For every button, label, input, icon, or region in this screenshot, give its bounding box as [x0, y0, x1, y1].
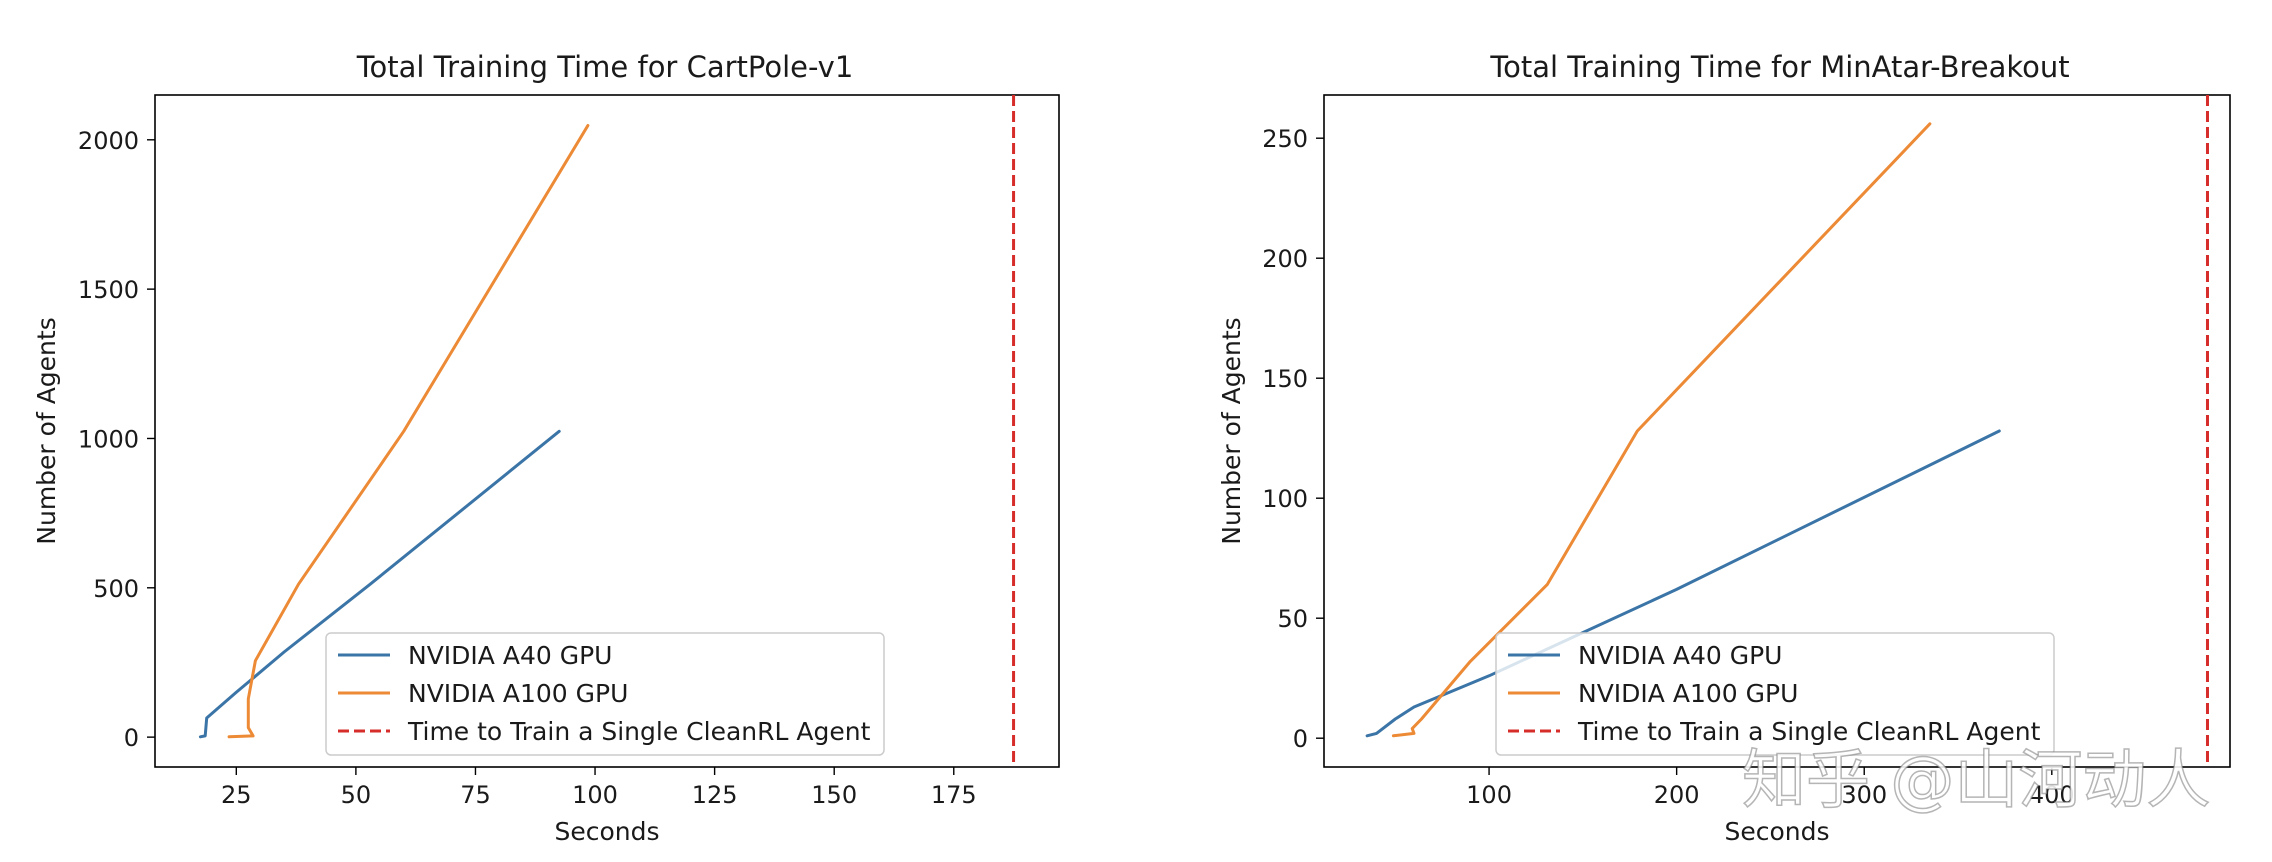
x-tick-label: 150	[811, 781, 857, 809]
x-axis-label: Seconds	[1724, 817, 1829, 846]
legend-label-ref: Time to Train a Single CleanRL Agent	[1577, 717, 2041, 746]
x-tick-label: 300	[1841, 781, 1887, 809]
x-tick-label: 75	[460, 781, 491, 809]
y-axis-label: Number of Agents	[32, 317, 61, 544]
y-tick-label: 2000	[78, 127, 139, 155]
series-line-a40	[1365, 429, 2001, 738]
series-line-a40	[198, 429, 561, 739]
x-tick-label: 25	[221, 781, 252, 809]
y-tick-label: 200	[1262, 245, 1308, 273]
legend-label-a40: NVIDIA A40 GPU	[1578, 641, 1782, 670]
x-tick-label: 50	[341, 781, 372, 809]
x-tick-label: 100	[1466, 781, 1512, 809]
x-tick-label: 175	[931, 781, 977, 809]
x-axis-ticks: 100 200 300 400	[1466, 767, 2075, 809]
chart-title: Total Training Time for CartPole-v1	[356, 50, 854, 84]
y-tick-label: 0	[1293, 725, 1308, 753]
y-axis-ticks: 0 50 100 150 200 250	[1262, 125, 1324, 753]
chart-panel-cartpole: Total Training Time for CartPole-v1 25 50…	[32, 50, 1060, 846]
y-tick-label: 0	[124, 724, 139, 752]
legend-label-a100: NVIDIA A100 GPU	[408, 679, 628, 708]
plot-frame	[1323, 94, 2231, 768]
y-tick-label: 50	[1277, 605, 1308, 633]
chart-title: Total Training Time for MinAtar-Breakout	[1489, 50, 2069, 84]
y-tick-label: 100	[1262, 485, 1308, 513]
x-tick-label: 400	[2029, 781, 2075, 809]
legend: NVIDIA A40 GPU NVIDIA A100 GPU Time to T…	[1495, 632, 2055, 756]
legend-label-a40: NVIDIA A40 GPU	[408, 641, 612, 670]
y-tick-label: 150	[1262, 365, 1308, 393]
x-tick-label: 100	[572, 781, 618, 809]
legend-box	[325, 632, 885, 756]
legend: NVIDIA A40 GPU NVIDIA A100 GPU Time to T…	[325, 632, 885, 756]
y-axis-ticks: 0 500 1000 1500 2000	[78, 127, 155, 752]
y-tick-label: 1500	[78, 276, 139, 304]
legend-label-a100: NVIDIA A100 GPU	[1578, 679, 1798, 708]
data-lines	[1365, 95, 2209, 767]
y-tick-label: 250	[1262, 125, 1308, 153]
data-lines	[198, 95, 1016, 767]
x-axis-ticks: 25 50 75 100 125 150 175	[221, 767, 977, 809]
legend-label-ref: Time to Train a Single CleanRL Agent	[407, 717, 871, 746]
x-tick-label: 125	[692, 781, 738, 809]
watermark-text: 知乎 @山河动人	[1742, 744, 2210, 818]
x-tick-label: 200	[1654, 781, 1700, 809]
y-tick-label: 1000	[78, 425, 139, 453]
x-axis-label: Seconds	[554, 817, 659, 846]
legend-box	[1495, 632, 2055, 756]
plot-frame	[154, 94, 1060, 768]
chart-panel-breakout: Total Training Time for MinAtar-Breakout…	[1217, 50, 2231, 846]
series-line-a100	[1391, 122, 1932, 738]
series-line-a100	[227, 124, 590, 739]
y-axis-label: Number of Agents	[1217, 317, 1246, 544]
y-tick-label: 500	[93, 575, 139, 603]
